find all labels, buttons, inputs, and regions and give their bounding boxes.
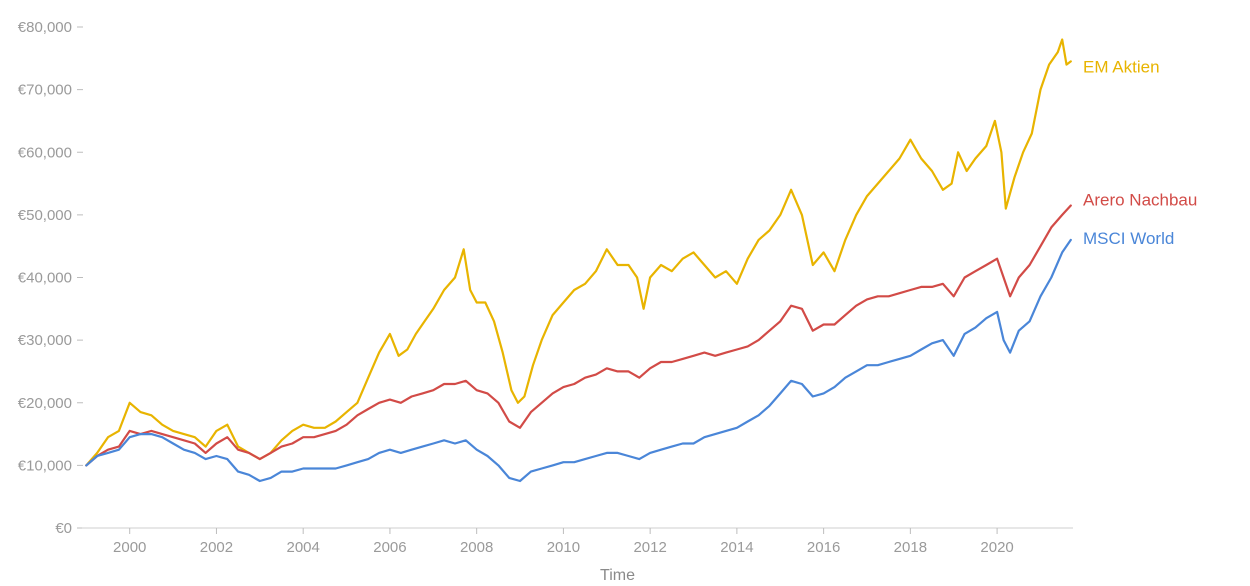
y-tick-label: €10,000 — [18, 457, 72, 474]
x-tick-label: 2014 — [720, 539, 753, 556]
series-label: EM Aktien — [1083, 57, 1160, 76]
y-tick-label: €70,000 — [18, 82, 72, 99]
x-tick-label: 2006 — [373, 539, 406, 556]
x-tick-label: 2020 — [980, 539, 1013, 556]
series-line-msci-world — [85, 238, 1072, 483]
series-label: Arero Nachbau — [1083, 190, 1197, 209]
x-tick-label: 2018 — [894, 539, 927, 556]
y-tick-label: €0 — [55, 520, 72, 537]
series-line-em-aktien — [85, 38, 1072, 467]
x-tick-label: 2010 — [547, 539, 580, 556]
y-tick-label: €50,000 — [18, 207, 72, 224]
series-line-arero-nachbau — [85, 204, 1072, 467]
x-tick-label: 2012 — [633, 539, 666, 556]
y-axis: €0 €10,000 €20,000 €30,000 €40,000 €50,000 €60… — [18, 19, 83, 537]
series-labels: EM Aktien Arero Nachbau MSCI World — [1083, 57, 1197, 247]
y-tick-label: €30,000 — [18, 332, 72, 349]
y-tick-label: €80,000 — [18, 19, 72, 36]
y-tick-label: €60,000 — [18, 144, 72, 161]
x-axis-title: Time — [600, 567, 635, 584]
x-tick-label: 2008 — [460, 539, 493, 556]
y-tick-label: €40,000 — [18, 270, 72, 287]
x-tick-label: 2000 — [113, 539, 146, 556]
series-layer — [85, 38, 1072, 483]
x-axis: 2000 2002 2004 2006 2008 2010 2012 2014 2016 2018… — [82, 527, 1073, 556]
x-tick-label: 2016 — [807, 539, 840, 556]
y-tick-label: €20,000 — [18, 395, 72, 412]
x-tick-label: 2002 — [200, 539, 233, 556]
x-tick-label: 2004 — [286, 539, 319, 556]
series-label: MSCI World — [1083, 229, 1174, 248]
